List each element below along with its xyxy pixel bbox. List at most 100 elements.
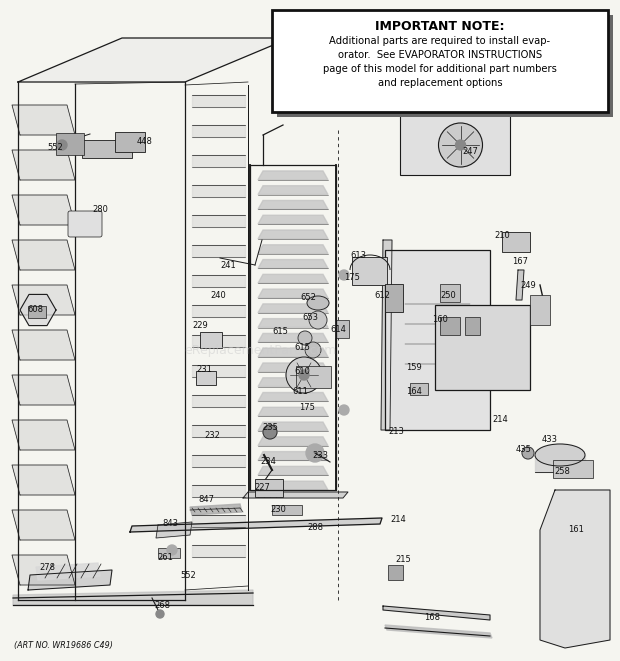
Polygon shape xyxy=(445,314,520,322)
Polygon shape xyxy=(445,370,520,378)
Text: 214: 214 xyxy=(390,516,406,524)
Text: orator.  See EVAPORATOR INSTRUCTIONS: orator. See EVAPORATOR INSTRUCTIONS xyxy=(338,50,542,60)
Polygon shape xyxy=(258,333,328,342)
Polygon shape xyxy=(192,395,245,407)
Bar xyxy=(272,505,302,515)
Polygon shape xyxy=(258,363,328,372)
Text: 615: 615 xyxy=(294,344,310,352)
Text: 231: 231 xyxy=(196,366,212,375)
Text: 168: 168 xyxy=(424,613,440,623)
Ellipse shape xyxy=(535,444,585,466)
Polygon shape xyxy=(192,455,245,467)
Text: (ART NO. WR19686 C49): (ART NO. WR19686 C49) xyxy=(14,641,113,650)
Polygon shape xyxy=(192,515,245,527)
Text: 159: 159 xyxy=(406,364,422,373)
Polygon shape xyxy=(258,200,328,210)
Text: 232: 232 xyxy=(204,430,220,440)
Polygon shape xyxy=(516,270,524,300)
Circle shape xyxy=(298,331,312,345)
Polygon shape xyxy=(433,322,445,360)
Circle shape xyxy=(286,357,322,393)
Polygon shape xyxy=(192,425,245,437)
Circle shape xyxy=(306,444,324,462)
Polygon shape xyxy=(540,490,610,648)
Polygon shape xyxy=(383,606,490,620)
Circle shape xyxy=(156,610,164,618)
Circle shape xyxy=(299,370,309,380)
Polygon shape xyxy=(385,625,492,638)
Polygon shape xyxy=(12,375,75,405)
Polygon shape xyxy=(12,195,75,225)
Bar xyxy=(196,371,216,385)
Polygon shape xyxy=(192,215,245,227)
Text: 433: 433 xyxy=(542,436,558,444)
Bar xyxy=(465,317,480,335)
Bar xyxy=(553,460,593,478)
Circle shape xyxy=(305,342,321,358)
Polygon shape xyxy=(192,185,245,197)
Bar xyxy=(272,10,608,112)
Text: 247: 247 xyxy=(462,147,478,157)
Text: 167: 167 xyxy=(512,258,528,266)
Text: 268: 268 xyxy=(154,602,170,611)
Text: page of this model for additional part numbers: page of this model for additional part n… xyxy=(323,64,557,74)
Text: 288: 288 xyxy=(307,524,323,533)
Bar xyxy=(440,317,460,335)
FancyBboxPatch shape xyxy=(68,211,102,237)
Polygon shape xyxy=(258,260,328,268)
Polygon shape xyxy=(535,455,585,472)
Bar xyxy=(82,140,132,158)
Text: IMPORTANT NOTE:: IMPORTANT NOTE: xyxy=(375,20,505,33)
Polygon shape xyxy=(12,285,75,315)
Polygon shape xyxy=(258,467,328,475)
Text: 448: 448 xyxy=(137,137,153,147)
Circle shape xyxy=(309,311,327,329)
Text: 214: 214 xyxy=(492,416,508,424)
Polygon shape xyxy=(192,155,245,167)
Polygon shape xyxy=(405,318,470,330)
Polygon shape xyxy=(192,305,245,317)
Bar xyxy=(440,284,460,302)
Bar xyxy=(385,250,490,430)
Text: 175: 175 xyxy=(299,403,315,412)
Polygon shape xyxy=(381,240,392,430)
Text: 210: 210 xyxy=(494,231,510,239)
Circle shape xyxy=(456,140,466,150)
Bar xyxy=(296,366,331,388)
Bar xyxy=(352,257,387,285)
Bar xyxy=(28,306,46,318)
Text: 233: 233 xyxy=(312,451,328,459)
Text: 161: 161 xyxy=(568,525,584,535)
Polygon shape xyxy=(130,518,382,532)
Polygon shape xyxy=(405,298,470,310)
Text: 175: 175 xyxy=(344,274,360,282)
Polygon shape xyxy=(28,570,112,590)
Bar xyxy=(400,115,510,175)
Polygon shape xyxy=(192,95,245,107)
Circle shape xyxy=(522,447,534,459)
Text: 240: 240 xyxy=(210,292,226,301)
Polygon shape xyxy=(258,289,328,298)
Text: 215: 215 xyxy=(395,555,411,564)
Bar xyxy=(435,305,530,390)
Polygon shape xyxy=(190,504,242,515)
Polygon shape xyxy=(445,328,520,336)
Text: 213: 213 xyxy=(388,428,404,436)
Polygon shape xyxy=(12,150,75,180)
Text: 164: 164 xyxy=(406,387,422,397)
Polygon shape xyxy=(258,171,328,180)
Polygon shape xyxy=(445,342,520,350)
Polygon shape xyxy=(36,563,100,580)
Text: 230: 230 xyxy=(270,506,286,514)
Bar xyxy=(335,320,349,338)
Text: 614: 614 xyxy=(330,325,346,334)
Polygon shape xyxy=(18,38,290,82)
Text: 435: 435 xyxy=(516,446,532,455)
Polygon shape xyxy=(192,275,245,287)
Text: 160: 160 xyxy=(432,315,448,325)
Polygon shape xyxy=(192,365,245,377)
Text: 612: 612 xyxy=(374,292,390,301)
Polygon shape xyxy=(258,319,328,327)
Polygon shape xyxy=(445,356,520,364)
Text: 227: 227 xyxy=(254,483,270,492)
